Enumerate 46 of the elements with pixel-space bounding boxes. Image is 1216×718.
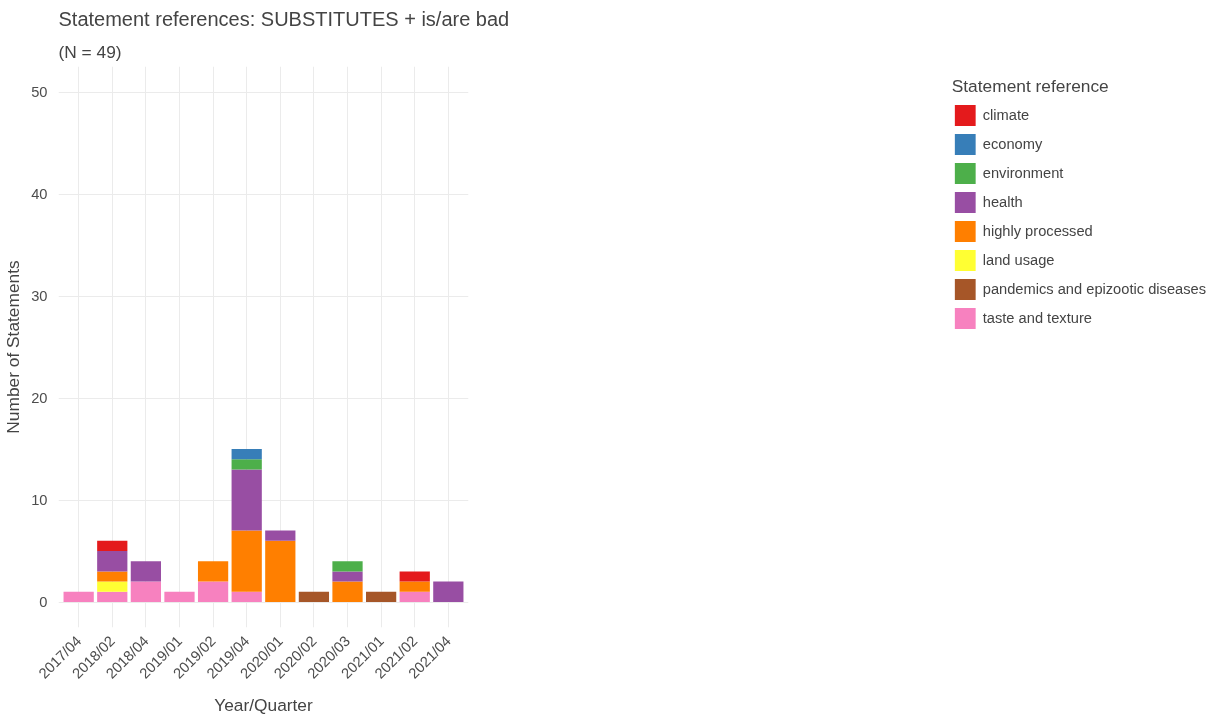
bar: [399, 591, 430, 602]
bar: [97, 581, 128, 592]
bar: [298, 591, 330, 602]
bar: [197, 561, 229, 582]
bar: [97, 540, 128, 551]
y-tick-label: 30: [31, 288, 48, 304]
y-tick-label: 40: [31, 186, 48, 202]
bar: [231, 469, 262, 531]
bar: [265, 540, 296, 602]
legend-label: highly processed: [982, 222, 1093, 241]
bar: [231, 449, 262, 460]
legend-label: land usage: [982, 251, 1055, 270]
legend-label: climate: [982, 106, 1030, 125]
y-tick-label: 0: [39, 594, 48, 610]
bar: [97, 591, 128, 602]
legend-title: Statement reference: [951, 76, 1110, 97]
y-tick-label: 20: [31, 390, 48, 406]
bar: [433, 581, 464, 602]
bar: [366, 591, 397, 602]
legend-label: pandemics and epizootic diseases: [982, 280, 1206, 299]
bar: [164, 591, 195, 602]
bar: [332, 561, 363, 572]
chart-title: Statement references: SUBSTITUTES + is/are bad: [58, 7, 510, 30]
bar: [63, 591, 94, 602]
bar: [231, 591, 262, 602]
bar: [332, 571, 363, 582]
bar: [399, 581, 430, 592]
bar: [130, 581, 161, 602]
bar: [231, 530, 262, 592]
y-tick-label: 10: [31, 492, 48, 508]
x-axis-title: Year/Quarter: [214, 695, 314, 716]
bar: [130, 561, 161, 582]
chart-subtitle: (N = 49): [58, 41, 122, 62]
y-axis-title: Number of Statements: [3, 259, 24, 434]
bar: [231, 459, 262, 470]
legend-label: health: [982, 193, 1023, 212]
bar: [332, 581, 363, 602]
y-tick-label: 50: [31, 84, 48, 100]
legend-label: economy: [982, 135, 1043, 154]
bar: [399, 571, 430, 582]
legend-label: environment: [982, 164, 1064, 183]
legend-label: taste and texture: [982, 309, 1092, 328]
bar: [97, 571, 128, 582]
bar: [97, 551, 128, 572]
bar: [265, 530, 296, 541]
bar: [197, 581, 229, 602]
